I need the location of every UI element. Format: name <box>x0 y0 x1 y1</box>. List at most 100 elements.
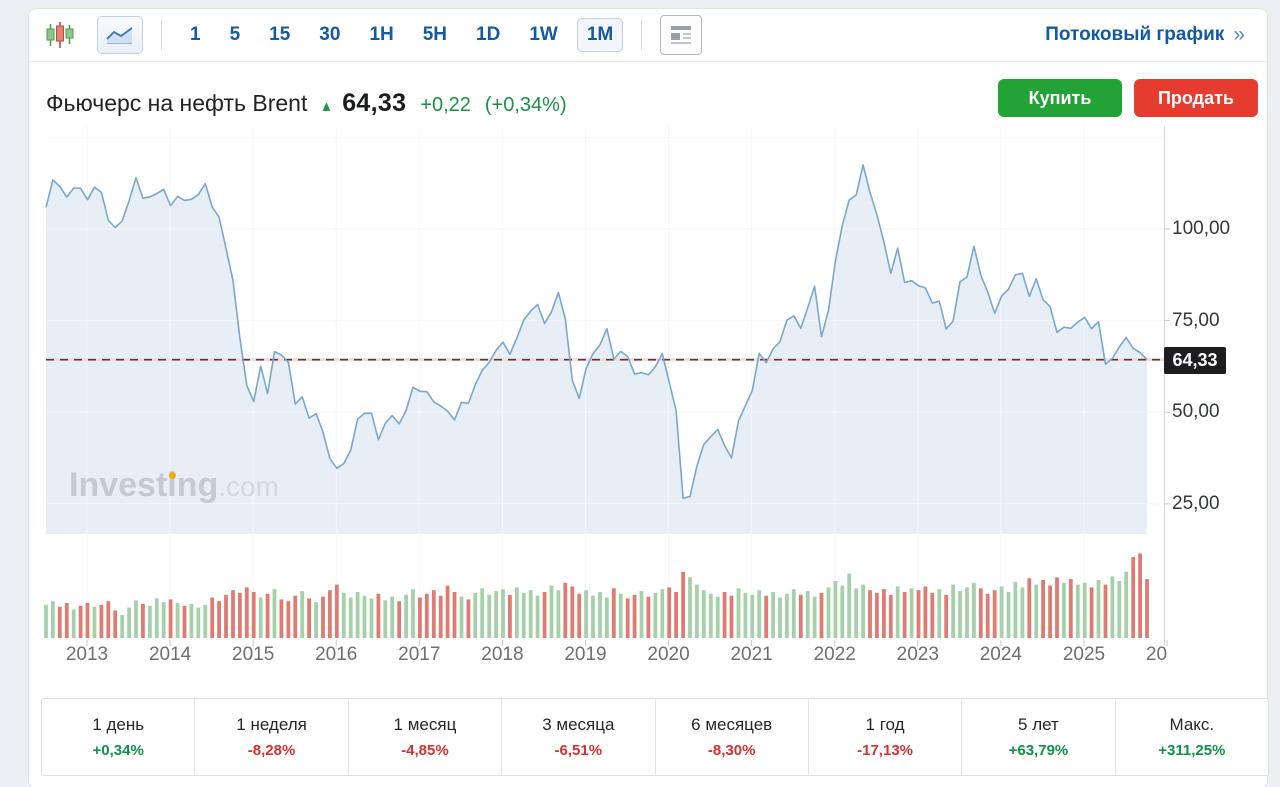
volume-bar-up <box>958 591 962 638</box>
news-panel-button[interactable] <box>660 15 703 55</box>
performance-cell: Макс. +311,25% <box>1116 699 1268 775</box>
area-chart-button[interactable] <box>97 16 143 54</box>
volume-bar-up <box>348 597 353 638</box>
volume-bar-up <box>909 588 914 638</box>
volume-bar-down <box>57 606 62 638</box>
quote-widget-card: 1 5 15 30 1H 5H 1D 1W 1M Потоковый график » Фьюч… <box>28 8 1269 787</box>
performance-value: -4,85% <box>401 742 449 759</box>
toolbar-divider <box>641 20 643 50</box>
y-axis-label: 100,00 <box>1172 218 1231 239</box>
volume-bar-down <box>244 587 249 638</box>
buy-button[interactable]: Купить <box>998 79 1122 117</box>
x-axis-label: 2023 <box>896 644 939 665</box>
investing-watermark: Investing.com <box>69 466 279 505</box>
instrument-header: Фьючерс на нефть Brent ▲ 64,33 +0,22 (+0… <box>29 62 1267 118</box>
volume-bar-up <box>494 591 498 638</box>
price-chart-canvas[interactable] <box>41 126 1171 647</box>
x-axis-label: 2016 <box>315 644 358 665</box>
volume-bar-up <box>390 596 395 638</box>
volume-bar-up <box>639 591 644 638</box>
performance-value: -6,51% <box>554 742 603 759</box>
timeframe-1[interactable]: 1 <box>180 18 211 52</box>
volume-bar-up <box>51 601 55 638</box>
sell-button[interactable]: Продать <box>1134 79 1258 117</box>
volume-bar-up <box>300 591 305 638</box>
timeframe-30[interactable]: 30 <box>309 18 350 52</box>
timeframe-group: 1 5 15 30 1H 5H 1D 1W 1M <box>180 18 624 52</box>
candlestick-chart-button[interactable] <box>45 21 75 49</box>
timeframe-1H[interactable]: 1H <box>359 18 403 52</box>
price-chart[interactable]: Investing.com 100,00 75,00 50,00 25,00 64,3… <box>41 126 1261 688</box>
volume-bar-down <box>168 599 173 638</box>
performance-table: 1 день +0,34% 1 неделя -8,28% 1 месяц -4,85% 3… <box>41 698 1269 776</box>
volume-bar-up <box>778 597 782 638</box>
performance-period-label: 5 лет <box>1018 715 1059 734</box>
volume-bar-up <box>314 602 318 638</box>
volume-bar-up <box>134 600 138 638</box>
performance-cell: 3 месяца -6,51% <box>502 699 656 775</box>
volume-bar-up <box>757 590 762 638</box>
timeframe-15[interactable]: 15 <box>259 18 300 52</box>
volume-bar-down <box>307 598 311 638</box>
volume-bar-down <box>251 592 256 638</box>
volume-bar-down <box>64 603 69 638</box>
volume-bar-up <box>71 609 76 638</box>
volume-bar-up <box>701 590 706 638</box>
timeframe-1M[interactable]: 1M <box>576 18 624 52</box>
volume-bar-down <box>570 586 575 638</box>
volume-bar-down <box>238 592 242 638</box>
volume-bar-down <box>466 599 471 638</box>
trade-buttons: Купить Продать <box>998 79 1258 117</box>
performance-cell: 5 лет +63,79% <box>962 699 1116 775</box>
volume-bar-up <box>750 594 755 638</box>
volume-bar-down <box>424 593 429 638</box>
volume-bar-up <box>473 592 478 638</box>
volume-bar-down <box>1055 577 1059 638</box>
volume-bar-up <box>951 584 955 638</box>
volume-bar-down <box>113 610 118 638</box>
volume-bar-up <box>999 586 1004 638</box>
x-axis-label: 2025 <box>1062 644 1106 665</box>
volume-bar-up <box>528 590 533 638</box>
x-axis-label: 2017 <box>398 644 441 665</box>
volume-bar-up <box>120 615 125 638</box>
performance-period-label: 6 месяцев <box>691 715 773 734</box>
performance-value: -8,30% <box>707 742 756 759</box>
chevrons-right-icon: » <box>1233 23 1245 46</box>
timeframe-5[interactable]: 5 <box>220 18 251 52</box>
volume-bar-down <box>431 590 436 638</box>
volume-bar-up <box>556 590 561 638</box>
volume-bar-down <box>798 594 803 638</box>
performance-period-label: 1 год <box>865 715 905 734</box>
volume-bar-down <box>542 592 547 638</box>
volume-bar-up <box>840 585 845 638</box>
volume-bar-up <box>965 587 969 638</box>
timeframe-1D[interactable]: 1D <box>466 18 510 52</box>
volume-bar-up <box>715 596 720 638</box>
volume-bar-down <box>182 605 187 638</box>
volume-bar-up <box>1034 584 1039 638</box>
volume-bar-up <box>535 595 540 638</box>
timeframe-1W[interactable]: 1W <box>519 18 568 52</box>
performance-period-label: 1 день <box>92 715 145 734</box>
x-axis: 2013 2014 2015 2016 2017 2018 2019 2020 2021 2022… <box>41 642 1168 670</box>
price-line <box>45 164 1148 500</box>
volume-bar-up <box>521 592 526 638</box>
up-arrow-icon: ▲ <box>320 98 334 115</box>
performance-cell: 1 месяц -4,85% <box>349 699 503 775</box>
performance-cell: 1 неделя -8,28% <box>195 699 349 775</box>
streaming-chart-link[interactable]: Потоковый график » <box>1045 23 1245 47</box>
volume-bar-down <box>985 593 990 638</box>
volume-bar-down <box>210 597 215 638</box>
x-axis-label: 2018 <box>481 644 524 665</box>
performance-cell: 1 день +0,34% <box>42 699 196 775</box>
volume-bar-up <box>161 602 166 638</box>
performance-value: +311,25% <box>1158 742 1226 759</box>
timeframe-5H[interactable]: 5H <box>413 18 457 52</box>
last-price-tag: 64,33 <box>1164 346 1226 374</box>
volume-bar-down <box>279 599 284 638</box>
y-axis-label: 75,00 <box>1172 309 1220 331</box>
volume-bar-up <box>861 584 865 638</box>
volume-bar-up <box>44 604 48 638</box>
volume-bar-down <box>217 601 221 638</box>
